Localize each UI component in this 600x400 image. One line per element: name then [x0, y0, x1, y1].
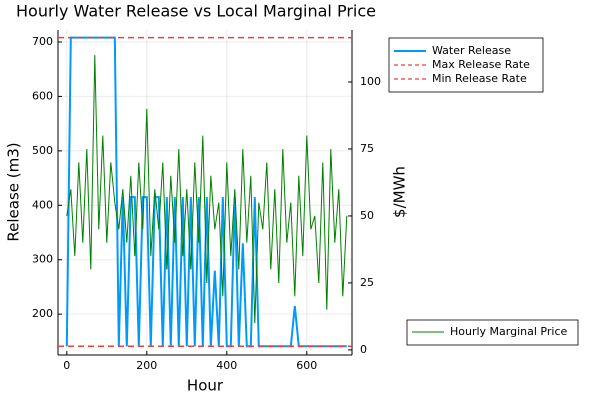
x-tick-label: 400	[216, 359, 237, 372]
y2-tick-label: 0	[360, 343, 367, 356]
y-tick-label: 400	[32, 198, 53, 211]
y2-tick-label: 50	[360, 209, 374, 222]
legend-label: Min Release Rate	[432, 72, 527, 85]
y2-tick-label: 25	[360, 276, 374, 289]
y-tick-label: 700	[32, 35, 53, 48]
series-line	[66, 55, 348, 324]
y-tick-label: 200	[32, 307, 53, 320]
legend-label: Max Release Rate	[432, 58, 530, 71]
y-tick-label: 300	[32, 253, 53, 266]
y2-tick-label: 75	[360, 142, 374, 155]
y-tick-label: 600	[32, 89, 53, 102]
legend-label: Water Release	[432, 44, 511, 57]
y-axis-label: Release (m3)	[5, 142, 23, 241]
y2-tick-label: 100	[360, 75, 381, 88]
legend-box	[388, 37, 544, 93]
x-axis-label: Hour	[187, 377, 224, 395]
x-tick-label: 600	[296, 359, 317, 372]
x-tick-label: 200	[136, 359, 157, 372]
x-tick-label: 0	[63, 359, 70, 372]
chart-title: Hourly Water Release vs Local Marginal P…	[16, 2, 376, 21]
y2-axis-label: $/MWh	[391, 166, 409, 218]
y-tick-label: 500	[32, 144, 53, 157]
legend-label: Hourly Marginal Price	[450, 325, 567, 338]
